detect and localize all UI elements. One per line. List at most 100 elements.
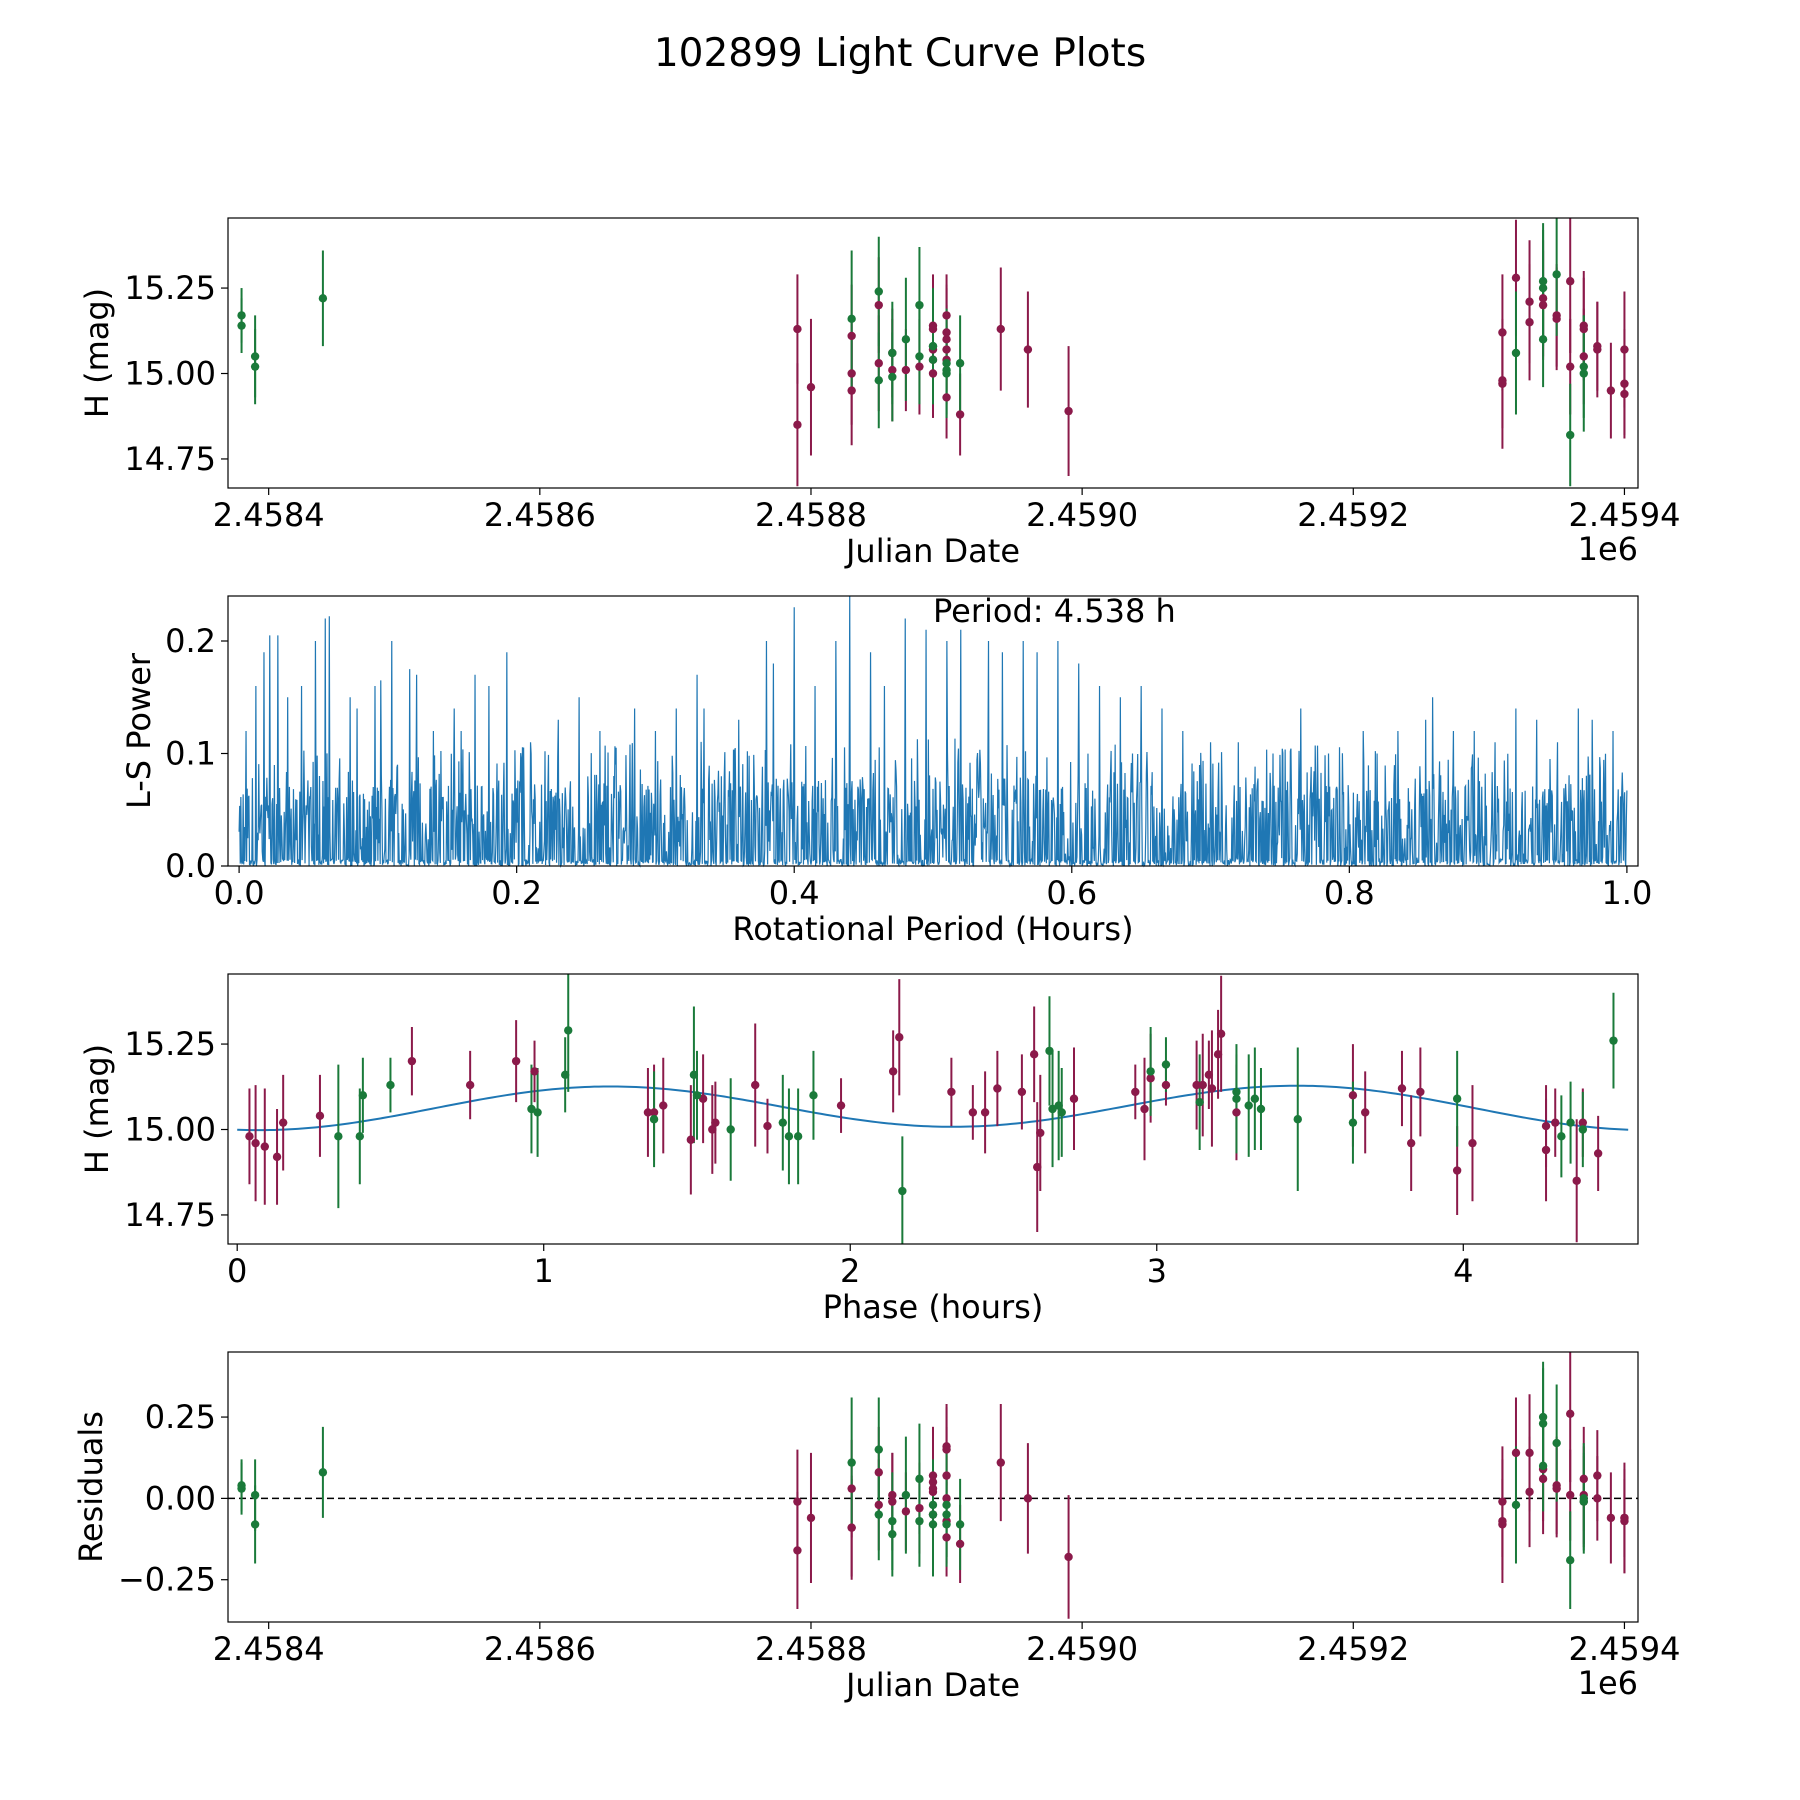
phased-point <box>692 1091 702 1100</box>
periodogram-y-ticks: 0.0 0.1 0.2 <box>165 622 228 885</box>
lightcurve-point <box>1579 362 1588 371</box>
phased-fit-curve <box>237 1084 1629 1132</box>
lightcurve-point <box>1538 300 1548 310</box>
phased-point <box>993 1084 1002 1093</box>
phased-point <box>1232 1087 1241 1097</box>
phased-point <box>649 1115 659 1124</box>
phased-point <box>659 1101 668 1110</box>
lightcurve-ytick-label: 15.00 <box>124 355 216 393</box>
phased-point <box>251 1138 260 1148</box>
lightcurve-point <box>250 362 260 371</box>
lightcurve-point <box>901 335 911 344</box>
residuals-point <box>901 1507 911 1516</box>
lightcurve-point <box>1538 283 1548 293</box>
periodogram-panel: 0.0 0.2 0.4 0.6 0.8 1.0 0.0 0.1 0.2 Period: 4.5… <box>120 592 1652 948</box>
lightcurve-point <box>1552 270 1561 279</box>
periodogram-xtick-label: 0.6 <box>1046 874 1097 912</box>
residuals-x-ticks: 2.4584 2.4586 2.4588 2.4590 2.4592 2.4594 <box>213 1622 1680 1668</box>
residuals-point <box>1566 1409 1575 1419</box>
lightcurve-point <box>1620 389 1629 399</box>
residuals-point <box>237 1484 246 1493</box>
phased-ylabel: H (mag) <box>78 1044 116 1174</box>
residuals-point <box>1538 1474 1548 1484</box>
phased-point <box>1468 1138 1477 1148</box>
phased-point <box>355 1132 365 1141</box>
residuals-point <box>888 1516 897 1526</box>
residuals-point <box>942 1471 951 1480</box>
residuals-xtick-label: 2.4588 <box>755 1630 867 1668</box>
lightcurve-point <box>1064 406 1073 416</box>
lightcurve-point <box>888 365 897 375</box>
phased-xtick-label: 1 <box>534 1252 554 1290</box>
phased-point <box>711 1118 720 1127</box>
residuals-point <box>942 1445 951 1454</box>
residuals-point <box>806 1513 816 1523</box>
residuals-point <box>928 1477 938 1487</box>
residuals-point <box>928 1500 938 1510</box>
phased-point <box>1131 1087 1140 1097</box>
phased-point <box>1397 1084 1407 1093</box>
phased-ytick-label: 15.00 <box>124 1111 216 1149</box>
phased-point <box>1572 1176 1581 1185</box>
residuals-point <box>915 1516 924 1526</box>
residuals-point <box>888 1497 897 1506</box>
phased-point <box>1207 1084 1217 1093</box>
residuals-xlabel: Julian Date <box>844 1666 1020 1704</box>
residuals-point <box>1498 1497 1507 1506</box>
residuals-point <box>915 1474 924 1484</box>
phased-point <box>560 1070 570 1080</box>
lightcurve-xtick-label: 2.4584 <box>213 496 325 534</box>
figure-title: 102899 Light Curve Plots <box>654 31 1146 76</box>
lightcurve-point <box>955 410 965 419</box>
phased-point <box>968 1108 978 1117</box>
lightcurve-point <box>847 314 856 324</box>
phased-point <box>1192 1080 1201 1090</box>
phased-point <box>1069 1094 1079 1103</box>
lightcurve-y-ticks: 14.75 15.00 15.25 <box>124 269 228 478</box>
phased-point <box>751 1080 760 1090</box>
residuals-point <box>955 1520 965 1529</box>
residuals-offset-label: 1e6 <box>1578 1664 1638 1702</box>
phased-point <box>836 1101 846 1110</box>
residuals-point <box>942 1500 951 1510</box>
lightcurve-point <box>915 362 924 371</box>
residuals-point <box>318 1468 328 1477</box>
lightcurve-xtick-label: 2.4594 <box>1568 496 1680 534</box>
phased-point <box>793 1132 803 1141</box>
residuals-point <box>1579 1474 1588 1484</box>
phased-point <box>708 1125 717 1134</box>
residuals-point <box>847 1484 856 1493</box>
phased-point <box>530 1067 539 1076</box>
lightcurve-point <box>874 287 883 296</box>
lightcurve-point <box>237 321 246 330</box>
lightcurve-point <box>847 369 856 378</box>
lightcurve-point <box>1511 273 1521 283</box>
phased-point <box>689 1070 699 1080</box>
lightcurve-point <box>888 348 897 358</box>
periodogram-ytick-label: 0.1 <box>165 735 216 773</box>
lightcurve-point <box>1606 386 1616 395</box>
residuals-point <box>901 1490 911 1500</box>
residuals-point <box>874 1510 883 1519</box>
residuals-point <box>1593 1494 1602 1503</box>
phased-point <box>649 1108 659 1117</box>
phased-point <box>358 1091 368 1100</box>
periodogram-x-ticks: 0.0 0.2 0.4 0.6 0.8 1.0 <box>214 866 1652 912</box>
lightcurve-point <box>1538 335 1548 344</box>
residuals-point <box>1620 1513 1629 1523</box>
residuals-ytick-label: 0.25 <box>145 1398 216 1436</box>
lightcurve-point <box>1579 352 1588 361</box>
phased-point <box>533 1108 542 1117</box>
lightcurve-point <box>942 345 951 354</box>
periodogram-ytick-label: 0.0 <box>165 847 216 885</box>
phased-point <box>1578 1118 1588 1127</box>
phased-point <box>898 1186 907 1196</box>
phased-point <box>947 1087 956 1097</box>
lightcurve-point <box>847 331 856 341</box>
lightcurve-ytick-label: 15.25 <box>124 269 216 307</box>
phased-errorbars <box>248 974 1615 1244</box>
phased-point <box>278 1118 288 1127</box>
residuals-point <box>928 1484 938 1493</box>
residuals-point <box>1538 1419 1548 1428</box>
phased-point <box>888 1067 898 1076</box>
